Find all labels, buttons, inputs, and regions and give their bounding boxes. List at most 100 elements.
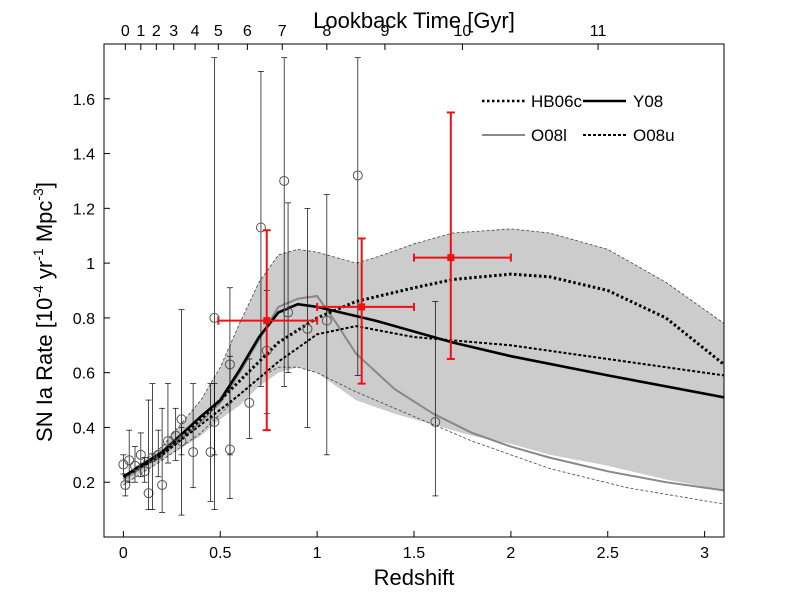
x-tick-label: 0 [119,545,128,562]
y-axis-title: SN Ia Rate [10-4 yr-1 Mpc-3] [30,182,57,442]
y-axis-title-mid2: Mpc [32,201,57,249]
y-axis-title-mid1: yr [32,261,57,285]
series-line-o08u [122,325,724,478]
x-tick-label: 1.5 [403,545,425,562]
x-tick-label: 0.5 [209,545,231,562]
data-point-marker [283,307,294,318]
data-point-marker [124,455,135,466]
y-axis-title-exp2: -1 [30,248,46,261]
data-point-marker [255,222,266,233]
data-point-marker [170,430,181,441]
uncertainty-band [123,228,724,491]
data-point [188,383,199,489]
data-point [205,383,216,502]
series-line-hb06c [122,272,724,479]
top-tick-label: 0 [121,23,130,40]
data-point [321,194,332,456]
y-tick-label: 0.2 [73,475,95,492]
x-tick-label: 3 [700,545,709,562]
data-point-marker [143,488,154,499]
binned-point [413,111,512,360]
top-axis-title: Lookback Time [Gyr] [313,8,515,33]
top-tick-label: 10 [454,23,472,40]
data-point-marker [321,315,332,326]
axes-layer: 0 0.5 1 1.5 2 2.5 30.20.40.60.811.21.41.60 1 2 3 4… [73,23,709,562]
data-point [279,57,290,387]
data-point [283,202,294,374]
data-point-marker [352,170,363,181]
data-point-marker [224,444,235,455]
data-point [124,429,135,483]
data-point [157,407,168,513]
y-axis-title-exp1: -4 [30,285,46,298]
y-tick-label: 0.4 [73,420,95,437]
binned-point [217,229,319,432]
binned-point [316,237,415,385]
legend: HB06c Y08 O08l O08u [482,92,675,145]
legend-entry: HB06c [482,92,583,111]
data-point-marker [176,436,187,447]
series-line-upper-edge [123,228,724,478]
binned-point-marker [447,254,455,262]
uncertainty-band-layer [123,228,724,491]
data-point-marker [430,416,441,427]
data-point [430,301,441,497]
data-point [120,473,131,497]
top-tick-label: 2 [152,23,161,40]
data-point-marker [139,466,150,477]
data-point [352,57,363,376]
y-tick-label: 1.6 [73,92,95,109]
y-axis-title-base: SN Ia Rate [10 [32,298,57,442]
data-point [162,383,173,464]
data-point [224,355,235,500]
binned-points-layer [217,111,512,432]
top-tick-label: 8 [322,23,331,40]
data-points-layer [118,57,441,516]
data-point-marker [130,460,140,471]
data-point [209,383,220,456]
x-tick-label: 2 [506,545,515,562]
y-axis-title-end: ] [32,182,57,188]
data-point-marker [209,416,220,427]
data-point [244,358,255,439]
top-tick-label: 4 [191,23,200,40]
data-point-marker [279,175,290,186]
top-tick-label: 11 [590,23,607,40]
data-point-marker [120,479,131,490]
top-tick-label: 5 [214,23,223,40]
y-tick-label: 1.2 [73,201,95,218]
binned-point-marker [358,303,366,311]
legend-entry: O08l [482,126,567,145]
top-tick-label: 6 [243,23,252,40]
data-point-marker [153,449,164,460]
y-tick-label: 0.6 [73,366,95,383]
top-tick-label: 9 [380,23,389,40]
legend-label: HB06c [531,92,583,111]
legend-label: O08u [633,126,675,145]
x-axis-title: Redshift [374,565,455,590]
y-tick-label: 0.8 [73,311,95,328]
legend-entry: Y08 [583,92,663,111]
legend-entry: O08u [583,126,675,145]
legend-label: O08l [531,126,567,145]
series-line-o08l [122,294,724,492]
top-tick-label: 1 [136,23,145,40]
y-axis-title-exp3: -3 [30,188,46,201]
data-point [255,71,266,387]
top-tick-label: 7 [278,23,287,40]
top-tick-label: 3 [169,23,178,40]
data-point [139,457,150,483]
data-point-marker [176,414,187,425]
data-point-marker [135,449,146,460]
data-point-marker [157,479,168,490]
data-point [176,427,187,456]
data-point-marker [205,447,216,458]
series-line-lower-edge [123,366,724,505]
data-point [147,383,158,510]
binned-point-marker [263,317,271,325]
x-tick-label: 1 [313,545,322,562]
y-tick-label: 1 [86,256,95,273]
data-point-marker [302,323,313,334]
